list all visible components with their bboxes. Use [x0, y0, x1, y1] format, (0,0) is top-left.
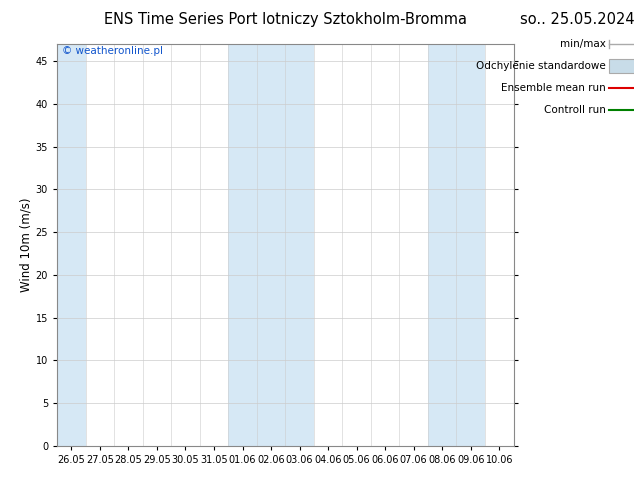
Bar — [428, 44, 485, 446]
Text: Odchylenie standardowe: Odchylenie standardowe — [476, 61, 605, 71]
Text: Controll run: Controll run — [543, 105, 605, 115]
Text: ENS Time Series Port lotniczy Sztokholm-Bromma: ENS Time Series Port lotniczy Sztokholm-… — [104, 12, 467, 27]
Bar — [228, 44, 314, 446]
Y-axis label: Wind 10m (m/s): Wind 10m (m/s) — [20, 198, 33, 292]
Text: so.. 25.05.2024 18 UTC: so.. 25.05.2024 18 UTC — [520, 12, 634, 27]
Text: Ensemble mean run: Ensemble mean run — [501, 83, 605, 93]
Text: min/max: min/max — [560, 39, 605, 49]
Bar — [57, 44, 86, 446]
Text: © weatheronline.pl: © weatheronline.pl — [61, 46, 163, 56]
